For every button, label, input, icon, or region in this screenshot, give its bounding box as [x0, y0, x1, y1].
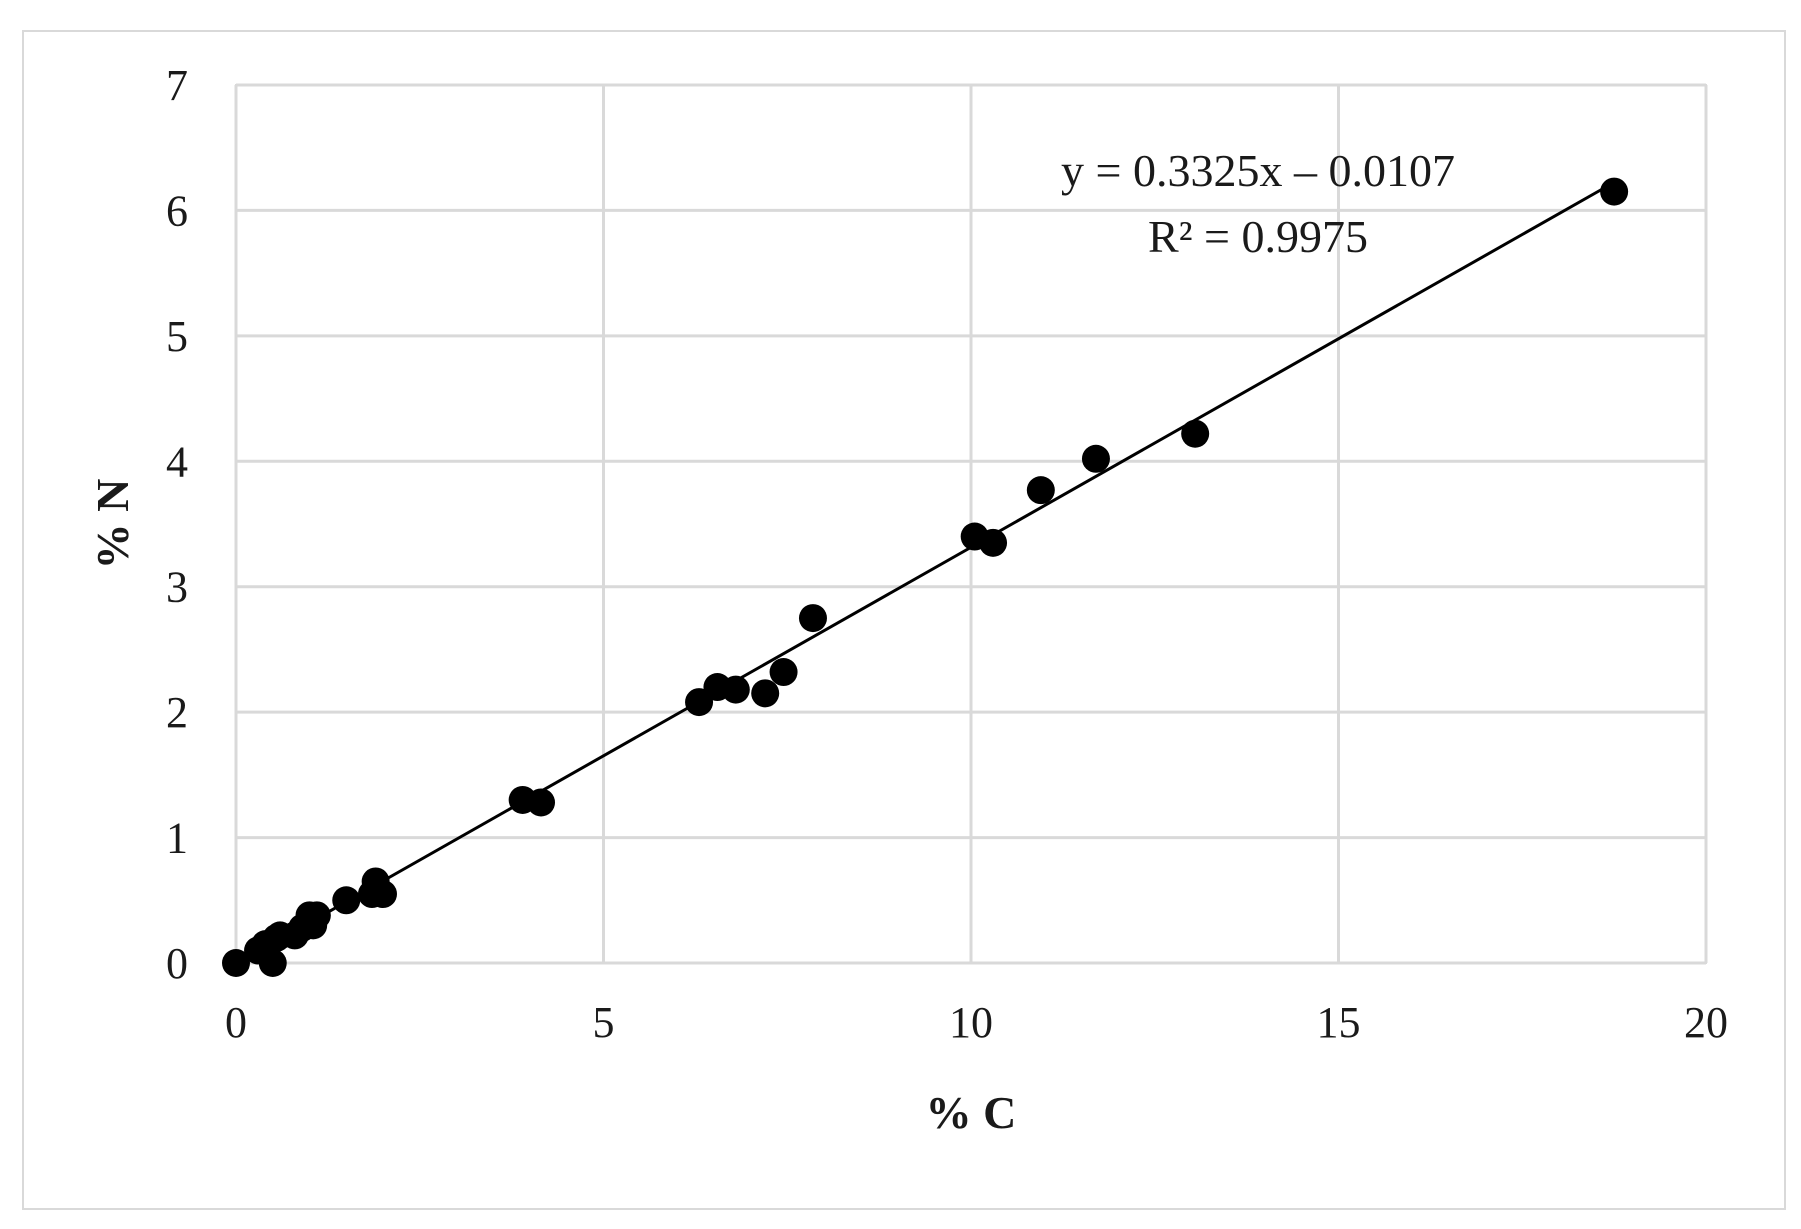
trendline — [235, 181, 1615, 966]
x-tick-label: 15 — [1317, 998, 1361, 1047]
x-tick-label: 20 — [1684, 998, 1728, 1047]
data-point — [979, 528, 1008, 557]
data-point — [302, 901, 331, 930]
x-tick-labels: 0 5 10 15 20 — [225, 998, 1728, 1047]
y-tick-label: 5 — [166, 312, 188, 361]
data-point — [332, 886, 361, 915]
y-axis-title: % N — [87, 479, 138, 570]
x-axis-title: % C — [926, 1087, 1017, 1138]
y-tick-label: 1 — [166, 814, 188, 863]
data-point — [222, 949, 250, 977]
data-point — [1600, 177, 1629, 206]
data-point — [527, 788, 556, 817]
y-tick-labels: 0 1 2 3 4 5 6 7 — [166, 61, 188, 988]
x-tick-label: 0 — [225, 998, 247, 1047]
data-point — [1026, 476, 1055, 505]
data-point — [258, 949, 287, 977]
data-point — [369, 880, 397, 909]
chart-frame — [22, 30, 1786, 1210]
data-points — [222, 177, 1629, 977]
data-point — [798, 604, 827, 633]
plot-area-border — [235, 84, 1707, 964]
data-point — [769, 658, 798, 687]
trendline-equation: y = 0.3325x – 0.0107 — [1061, 145, 1455, 196]
data-point — [751, 679, 780, 708]
y-tick-label: 6 — [166, 186, 188, 235]
trendline-r-squared: R² = 0.9975 — [1148, 211, 1368, 262]
data-point — [721, 675, 750, 704]
y-tick-label: 0 — [166, 939, 188, 988]
y-tick-label: 3 — [166, 563, 188, 612]
y-tick-label: 2 — [166, 688, 188, 737]
data-point — [1181, 419, 1210, 448]
data-point — [1081, 444, 1110, 473]
x-tick-label: 10 — [949, 998, 993, 1047]
y-tick-label: 7 — [166, 61, 188, 110]
y-tick-label: 4 — [166, 437, 188, 486]
x-tick-label: 5 — [593, 998, 615, 1047]
